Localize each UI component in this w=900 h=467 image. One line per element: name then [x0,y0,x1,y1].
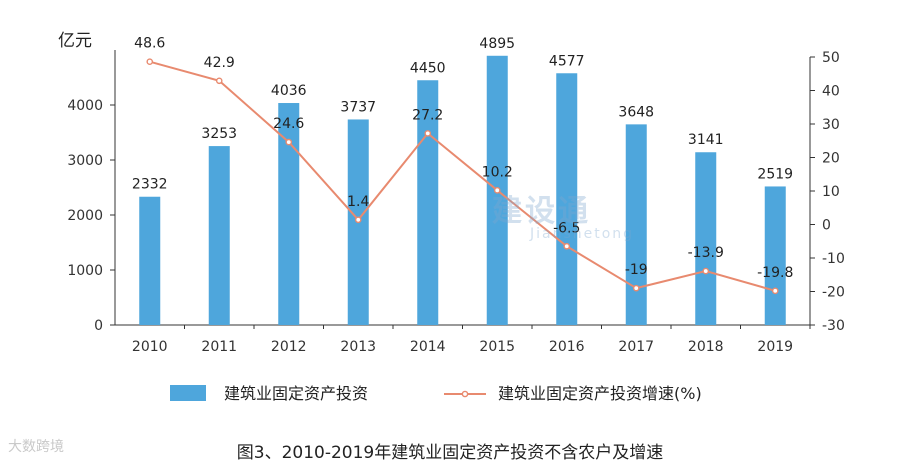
x-axis-tick-label: 2010 [132,339,168,355]
legend-line-marker [461,390,469,398]
right-axis-tick-label: -20 [822,285,845,301]
bar [139,196,161,325]
watermark-subtext: Jianshetong [530,226,635,242]
legend-bar-swatch [170,385,206,401]
legend-line-label: 建筑业固定资产投资增速(%) [498,384,702,403]
left-axis-tick-label: 2000 [67,208,103,224]
bar-data-label: 3737 [340,99,376,115]
bar [625,124,647,325]
bar-data-label: 4895 [479,36,515,52]
left-axis-tick-label: 3000 [67,153,103,169]
legend-bar-label: 建筑业固定资产投资 [224,384,368,403]
line-point [215,77,223,85]
bar-data-label: 4577 [549,53,585,69]
line-point [493,187,501,194]
bar-data-label: 4036 [271,83,307,99]
bar-data-label: 3253 [201,126,237,142]
bar [556,73,578,325]
right-axis-tick-label: 30 [822,117,840,133]
right-axis-tick-label: -10 [822,251,845,267]
line-data-label: 10.2 [482,164,513,180]
line-point [354,216,362,224]
x-axis-tick-label: 2014 [410,339,446,355]
line-point [285,138,293,146]
growth-line [149,60,776,292]
line-point [563,242,571,250]
right-axis-tick-label: 20 [822,151,840,167]
line-point [632,284,640,292]
line-data-label: 27.2 [412,107,443,123]
bar [208,146,230,325]
x-axis-tick-label: 2015 [479,339,515,355]
line-point [146,58,154,65]
x-axis-tick-label: 2011 [201,339,237,355]
right-axis-tick-label: 0 [822,218,831,234]
line-data-label: 42.9 [204,55,235,71]
line-data-label: 48.6 [134,36,165,52]
line-data-label: -6.5 [553,220,580,236]
right-axis-tick-label: 50 [822,50,840,66]
line-data-label: -19.8 [757,265,793,281]
bar-data-label: 3648 [618,104,654,120]
line-point [771,287,779,295]
line-point [702,267,710,275]
right-axis-tick-label: -30 [822,318,845,334]
bar [278,103,300,326]
bar-data-label: 2519 [757,166,793,182]
left-axis-tick-label: 4000 [67,98,103,114]
line-data-label: -19 [625,262,648,278]
x-axis-tick-label: 2012 [271,339,307,355]
x-axis-tick-label: 2013 [340,339,376,355]
bar-data-label: 4450 [410,60,446,76]
bar [695,152,717,325]
right-axis-tick-label: 40 [822,84,840,100]
brand-watermark: 大数跨境 [8,439,64,455]
bar-data-label: 2332 [132,177,168,193]
right-axis-tick-label: 10 [822,184,840,200]
x-axis-tick-label: 2016 [549,339,585,355]
x-axis-tick-label: 2017 [618,339,654,355]
x-axis-tick-label: 2018 [688,339,724,355]
watermark-logo: 建设通 [492,194,591,229]
line-data-label: 1.4 [347,194,369,210]
figure-caption: 图3、2010-2019年建筑业固定资产投资不含农户及增速 [236,443,664,463]
line-point [424,130,432,137]
bar [764,186,786,325]
left-axis-tick-label: 0 [94,318,103,334]
bar-data-label: 3141 [688,132,724,148]
x-axis-tick-label: 2019 [757,339,793,355]
line-data-label: 24.6 [273,116,304,132]
left-axis-title: 亿元 [58,31,92,51]
left-axis-tick-label: 1000 [67,263,103,279]
line-data-label: -13.9 [688,245,724,261]
